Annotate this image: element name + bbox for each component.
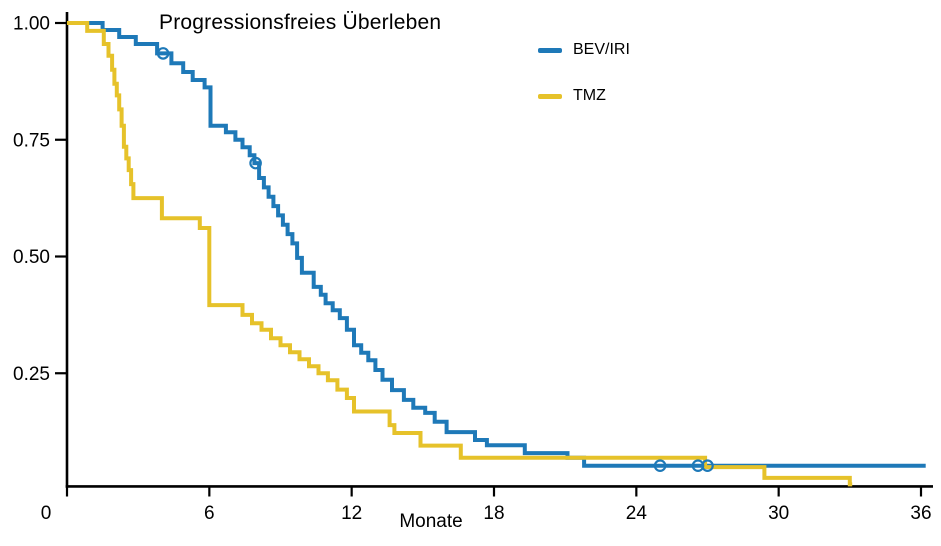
x-tick-label: 30 bbox=[768, 503, 789, 524]
legend-item-bev-iri: BEV/IRI bbox=[538, 38, 630, 62]
bev-iri-line-swatch bbox=[538, 47, 562, 53]
y-tick-label: 0.75 bbox=[13, 130, 50, 151]
y-tick-label: 1.00 bbox=[13, 14, 50, 35]
chart-title: Progressionsfreies Überleben bbox=[159, 11, 442, 34]
x-axis-label: Monate bbox=[399, 511, 463, 532]
censor-mark bbox=[701, 459, 714, 472]
censor-mark bbox=[653, 459, 667, 472]
y-tick-label: 0.25 bbox=[13, 364, 50, 385]
x-tick-label: 6 bbox=[204, 503, 215, 524]
x-tick-label: 0 bbox=[41, 503, 52, 524]
legend-label-bev-iri: BEV/IRI bbox=[573, 41, 630, 58]
tmz-curve bbox=[67, 21, 853, 487]
bev-iri-curve bbox=[67, 21, 926, 468]
censor-mark bbox=[156, 47, 170, 60]
censor-mark bbox=[249, 156, 262, 170]
legend-item-tmz: TMZ bbox=[538, 84, 630, 108]
x-tick-label: 24 bbox=[626, 503, 648, 524]
legend: BEV/IRI TMZ bbox=[538, 38, 630, 108]
tmz-line-swatch bbox=[538, 93, 562, 99]
x-tick-label: 18 bbox=[483, 503, 504, 524]
y-tick-label: 0.50 bbox=[13, 247, 50, 268]
legend-label-tmz: TMZ bbox=[573, 87, 606, 104]
x-tick-label: 12 bbox=[341, 503, 362, 524]
x-tick-label: 36 bbox=[910, 503, 931, 524]
